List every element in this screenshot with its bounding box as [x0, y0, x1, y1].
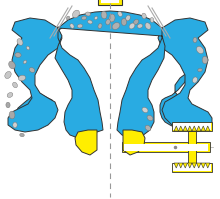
Bar: [124, 143, 208, 150]
Bar: [98, 0, 122, 5]
Polygon shape: [192, 126, 196, 131]
Ellipse shape: [85, 12, 91, 16]
Ellipse shape: [150, 18, 154, 22]
Ellipse shape: [129, 23, 135, 29]
Ellipse shape: [112, 22, 120, 29]
Ellipse shape: [29, 68, 35, 72]
Ellipse shape: [13, 122, 17, 128]
Ellipse shape: [70, 24, 74, 28]
Ellipse shape: [121, 19, 127, 26]
Ellipse shape: [98, 23, 102, 28]
Polygon shape: [187, 163, 192, 168]
Ellipse shape: [15, 53, 21, 57]
Polygon shape: [15, 27, 62, 130]
Polygon shape: [196, 163, 201, 168]
Polygon shape: [178, 126, 183, 131]
Bar: [172, 163, 212, 172]
Polygon shape: [183, 126, 187, 131]
Ellipse shape: [77, 24, 82, 28]
Ellipse shape: [126, 15, 130, 21]
Ellipse shape: [23, 60, 27, 64]
Ellipse shape: [134, 19, 139, 25]
Ellipse shape: [147, 115, 153, 121]
Ellipse shape: [118, 11, 122, 17]
Ellipse shape: [20, 133, 24, 137]
Ellipse shape: [7, 93, 13, 98]
Polygon shape: [205, 163, 210, 168]
Ellipse shape: [106, 19, 110, 25]
Polygon shape: [58, 11, 165, 138]
Polygon shape: [201, 163, 205, 168]
Ellipse shape: [142, 107, 148, 113]
Polygon shape: [55, 28, 103, 138]
Bar: [173, 123, 211, 130]
Polygon shape: [196, 126, 201, 131]
Ellipse shape: [137, 24, 143, 28]
Ellipse shape: [13, 82, 17, 88]
Ellipse shape: [88, 20, 92, 24]
Bar: [188, 131, 196, 163]
Bar: [172, 122, 212, 131]
Polygon shape: [158, 28, 196, 130]
Polygon shape: [183, 163, 187, 168]
Polygon shape: [192, 163, 196, 168]
Ellipse shape: [9, 111, 15, 119]
Ellipse shape: [17, 39, 23, 45]
Polygon shape: [75, 130, 97, 155]
Ellipse shape: [142, 13, 146, 19]
Polygon shape: [205, 126, 210, 131]
Ellipse shape: [109, 14, 115, 22]
Ellipse shape: [192, 77, 197, 83]
Polygon shape: [201, 126, 205, 131]
Bar: [122, 142, 210, 152]
Bar: [101, 0, 119, 3]
Ellipse shape: [198, 68, 202, 72]
Ellipse shape: [193, 37, 197, 43]
Polygon shape: [174, 126, 178, 131]
Ellipse shape: [145, 23, 151, 29]
Ellipse shape: [145, 125, 151, 131]
Polygon shape: [8, 18, 62, 132]
Bar: [173, 164, 211, 171]
Ellipse shape: [202, 56, 208, 64]
Polygon shape: [158, 18, 212, 132]
Polygon shape: [187, 126, 192, 131]
Ellipse shape: [5, 71, 11, 79]
Ellipse shape: [6, 102, 10, 108]
Ellipse shape: [73, 10, 79, 18]
Ellipse shape: [9, 61, 15, 69]
Ellipse shape: [66, 16, 70, 20]
Ellipse shape: [26, 46, 29, 50]
Ellipse shape: [196, 46, 204, 54]
Polygon shape: [174, 163, 178, 168]
Polygon shape: [123, 130, 145, 155]
Polygon shape: [178, 163, 183, 168]
Ellipse shape: [94, 16, 98, 20]
Ellipse shape: [18, 75, 26, 81]
Ellipse shape: [82, 16, 86, 20]
Ellipse shape: [101, 11, 107, 19]
